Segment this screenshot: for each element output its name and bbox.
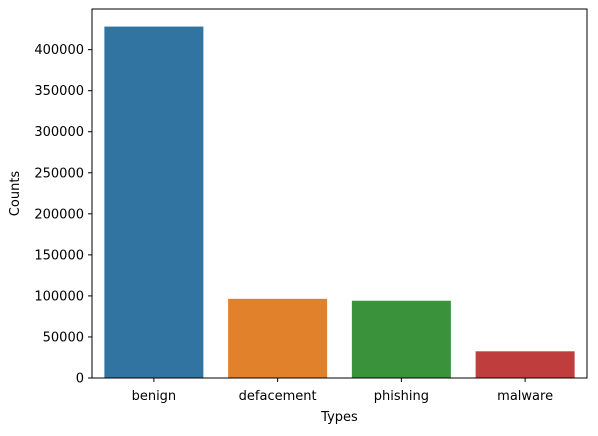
- bar-malware: [475, 351, 575, 378]
- y-tick-label: 250000: [34, 166, 84, 181]
- bars-layer: [104, 26, 575, 378]
- x-axis-label: Types: [320, 410, 358, 425]
- y-axis: 0 50000 100000 150000 200000 250000 300000 3500…: [34, 43, 92, 387]
- bar-defacement: [228, 298, 328, 378]
- y-tick-label: 0: [76, 372, 84, 387]
- y-tick-label: 400000: [34, 43, 84, 58]
- x-tick-label-malware: malware: [497, 389, 553, 404]
- bar-phishing: [351, 300, 451, 378]
- x-axis: benign defacement phishing malware: [132, 378, 553, 404]
- x-tick-label-defacement: defacement: [239, 389, 317, 404]
- y-tick-label: 100000: [34, 289, 84, 304]
- x-tick-label-benign: benign: [132, 389, 177, 404]
- bar-benign: [104, 26, 204, 378]
- plot-frame: [91, 8, 588, 379]
- x-tick-label-phishing: phishing: [374, 389, 429, 404]
- y-tick-label: 300000: [34, 125, 84, 140]
- y-tick-label: 200000: [34, 207, 84, 222]
- y-axis-label: Counts: [8, 171, 23, 217]
- y-tick-label: 350000: [34, 84, 84, 99]
- y-tick-label: 50000: [43, 330, 84, 345]
- y-tick-label: 150000: [34, 248, 84, 263]
